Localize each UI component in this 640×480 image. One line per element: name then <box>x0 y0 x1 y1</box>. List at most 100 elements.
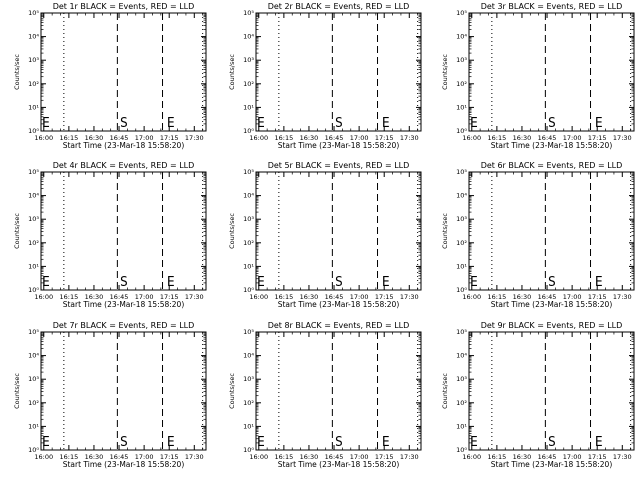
detector-panel: Det 2r BLACK = Events, RED = LLD 10⁰ 10¹ 10… <box>228 2 422 150</box>
plot-frame <box>40 171 207 291</box>
plot-frame <box>468 12 635 132</box>
x-tick-label: 16:00 <box>462 134 481 142</box>
y-axis-label: Counts/sec <box>228 373 236 409</box>
y-tick-label: 10¹ <box>28 103 39 111</box>
event-marker-label: E <box>42 116 50 131</box>
event-marker-label: E <box>382 435 390 450</box>
y-tick-label: 10⁴ <box>243 352 254 360</box>
event-marker-label: S <box>335 435 343 450</box>
x-tick-label: 16:00 <box>34 134 53 142</box>
event-marker-label: S <box>548 275 556 290</box>
x-tick-label: 16:30 <box>513 134 532 142</box>
y-tick-label: 10⁵ <box>28 9 39 17</box>
y-tick-label: 10⁵ <box>28 328 39 336</box>
x-tick-label: 16:30 <box>85 453 104 461</box>
plot-frame <box>255 331 422 451</box>
x-tick-label: 17:00 <box>135 134 154 142</box>
plot-frame <box>255 171 422 291</box>
x-tick-label: 17:00 <box>350 293 369 301</box>
y-tick-label: 10⁵ <box>243 9 254 17</box>
x-tick-label: 16:30 <box>300 134 319 142</box>
y-tick-label: 10³ <box>456 215 467 223</box>
y-tick-label: 10⁰ <box>243 286 254 294</box>
detector-panel: Det 3r BLACK = Events, RED = LLD 10⁰ 10¹ 10… <box>441 2 635 150</box>
x-tick-label: 16:15 <box>60 134 79 142</box>
y-tick-label: 10³ <box>28 375 39 383</box>
event-marker-label: E <box>257 116 265 131</box>
y-tick-label: 10² <box>28 239 39 247</box>
y-tick-label: 10² <box>456 80 467 88</box>
y-tick-label: 10² <box>243 80 254 88</box>
y-tick-label: 10⁵ <box>456 328 467 336</box>
y-axis-label: Counts/sec <box>13 213 21 249</box>
detector-panel: Det 6r BLACK = Events, RED = LLD 10⁰ 10¹ 10… <box>441 161 635 309</box>
y-tick-label: 10¹ <box>456 262 467 270</box>
panel-title: Det 9r BLACK = Events, RED = LLD <box>481 321 623 330</box>
detector-panel: Det 5r BLACK = Events, RED = LLD 10⁰ 10¹ 10… <box>228 161 422 309</box>
x-tick-label: 16:00 <box>249 293 268 301</box>
x-tick-label: 17:15 <box>588 293 607 301</box>
x-tick-label: 16:45 <box>538 134 557 142</box>
x-tick-label: 16:15 <box>275 453 294 461</box>
y-tick-label: 10³ <box>243 375 254 383</box>
y-tick-label: 10⁴ <box>456 33 467 41</box>
y-tick-label: 10¹ <box>28 422 39 430</box>
y-tick-label: 10³ <box>28 56 39 64</box>
detector-panel: Det 1r BLACK = Events, RED = LLD 10⁰ 10¹ 10… <box>13 2 207 150</box>
x-tick-label: 17:15 <box>375 293 394 301</box>
event-marker-label: E <box>470 116 478 131</box>
x-tick-label: 17:30 <box>185 293 204 301</box>
event-marker-label: E <box>595 435 603 450</box>
event-marker-label: S <box>335 116 343 131</box>
panel-title: Det 5r BLACK = Events, RED = LLD <box>268 161 410 170</box>
x-tick-label: 17:30 <box>400 293 419 301</box>
y-axis-label: Counts/sec <box>228 213 236 249</box>
y-tick-label: 10⁰ <box>243 127 254 135</box>
detector-panel: Det 7r BLACK = Events, RED = LLD 10⁰ 10¹ 10… <box>13 321 207 469</box>
x-tick-label: 16:00 <box>249 134 268 142</box>
x-tick-label: 17:00 <box>135 453 154 461</box>
event-marker-label: S <box>120 435 128 450</box>
x-tick-label: 17:30 <box>400 134 419 142</box>
event-marker-label: E <box>470 435 478 450</box>
event-marker-label: E <box>595 275 603 290</box>
x-axis-label: Start Time (23-Mar-18 15:58:20) <box>278 300 400 309</box>
x-tick-label: 16:45 <box>110 134 129 142</box>
event-marker-label: E <box>382 275 390 290</box>
x-tick-label: 16:00 <box>462 453 481 461</box>
y-tick-label: 10⁵ <box>243 328 254 336</box>
panel-title: Det 6r BLACK = Events, RED = LLD <box>481 161 623 170</box>
x-axis-label: Start Time (23-Mar-18 15:58:20) <box>491 141 613 150</box>
y-tick-label: 10¹ <box>243 103 254 111</box>
panel-title: Det 1r BLACK = Events, RED = LLD <box>53 2 195 11</box>
x-tick-label: 17:15 <box>160 453 179 461</box>
x-tick-label: 16:00 <box>34 293 53 301</box>
x-tick-label: 16:15 <box>275 293 294 301</box>
y-axis-label: Counts/sec <box>441 213 449 249</box>
event-marker-label: E <box>257 275 265 290</box>
x-axis-label: Start Time (23-Mar-18 15:58:20) <box>278 141 400 150</box>
x-tick-label: 17:15 <box>375 134 394 142</box>
x-tick-label: 17:30 <box>400 453 419 461</box>
panel-title: Det 8r BLACK = Events, RED = LLD <box>268 321 410 330</box>
x-tick-label: 16:30 <box>300 293 319 301</box>
x-tick-label: 16:45 <box>325 453 344 461</box>
x-tick-label: 17:00 <box>563 134 582 142</box>
x-tick-label: 16:00 <box>249 453 268 461</box>
y-tick-label: 10² <box>28 399 39 407</box>
x-tick-label: 16:00 <box>462 293 481 301</box>
x-tick-label: 16:30 <box>513 453 532 461</box>
event-marker-label: E <box>382 116 390 131</box>
x-tick-label: 16:45 <box>325 134 344 142</box>
y-tick-label: 10¹ <box>456 103 467 111</box>
event-marker-label: S <box>548 116 556 131</box>
event-marker-label: E <box>42 435 50 450</box>
y-axis-label: Counts/sec <box>13 54 21 90</box>
plot-frame <box>40 331 207 451</box>
y-tick-label: 10³ <box>243 56 254 64</box>
detector-panel: Det 9r BLACK = Events, RED = LLD 10⁰ 10¹ 10… <box>441 321 635 469</box>
y-axis-label: Counts/sec <box>441 373 449 409</box>
y-tick-label: 10⁵ <box>456 9 467 17</box>
y-tick-label: 10¹ <box>243 262 254 270</box>
panel-title: Det 3r BLACK = Events, RED = LLD <box>481 2 623 11</box>
